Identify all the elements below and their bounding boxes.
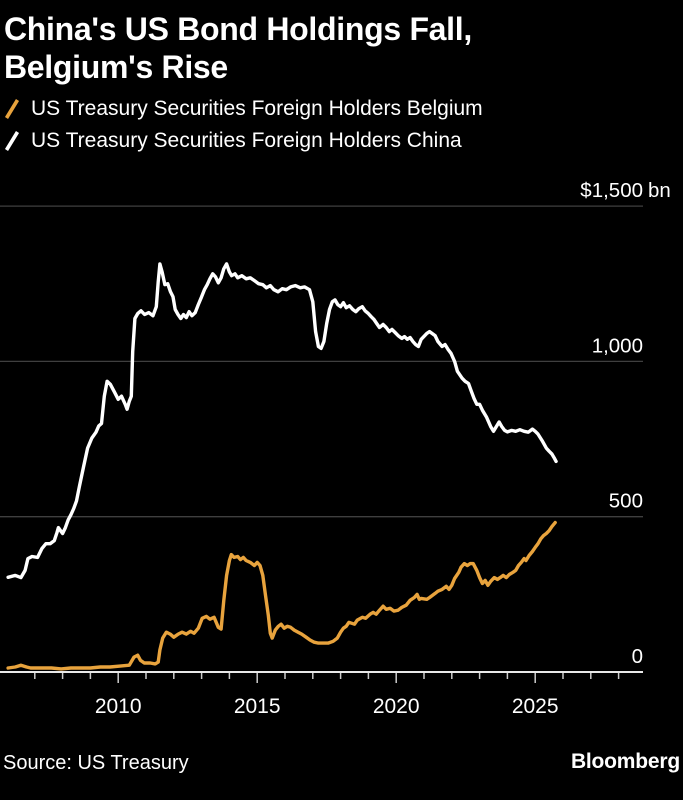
china-line-swatch-icon [4,131,20,151]
x-tick-label: 2010 [95,695,142,718]
y-tick-label: 1,000 [592,334,643,357]
y-tick-label: $1,500 [580,179,643,202]
bloomberg-logo: Bloomberg [570,750,680,773]
source-note: Source: US Treasury [3,752,189,774]
y-tick-label: 500 [609,490,643,513]
belgium-line-swatch-icon [4,99,20,119]
legend-item-belgium: US Treasury Securities Foreign Holders B… [4,93,483,125]
legend-label-china: US Treasury Securities Foreign Holders C… [31,129,462,152]
series-line-china [6,262,558,580]
legend-label-belgium: US Treasury Securities Foreign Holders B… [31,97,483,120]
x-tick-label: 2025 [512,695,559,718]
title-line-1: China's US Bond Holdings Fall, [4,11,472,47]
legend: US Treasury Securities Foreign Holders B… [4,93,483,157]
legend-item-china: US Treasury Securities Foreign Holders C… [4,125,483,157]
chart-canvas: $1,500 bn 1,000 500 0 2010 2015 2020 2025 [0,179,671,718]
x-tick-label: 2020 [373,695,420,718]
y-tick-label: 0 [632,645,643,668]
x-tick-label: 2015 [234,695,281,718]
series-line-belgium [6,520,557,671]
y-axis-unit-label: bn [648,179,671,202]
title-line-2: Belgium's Rise [4,49,228,85]
page-title: China's US Bond Holdings Fall, Belgium's… [4,10,664,86]
